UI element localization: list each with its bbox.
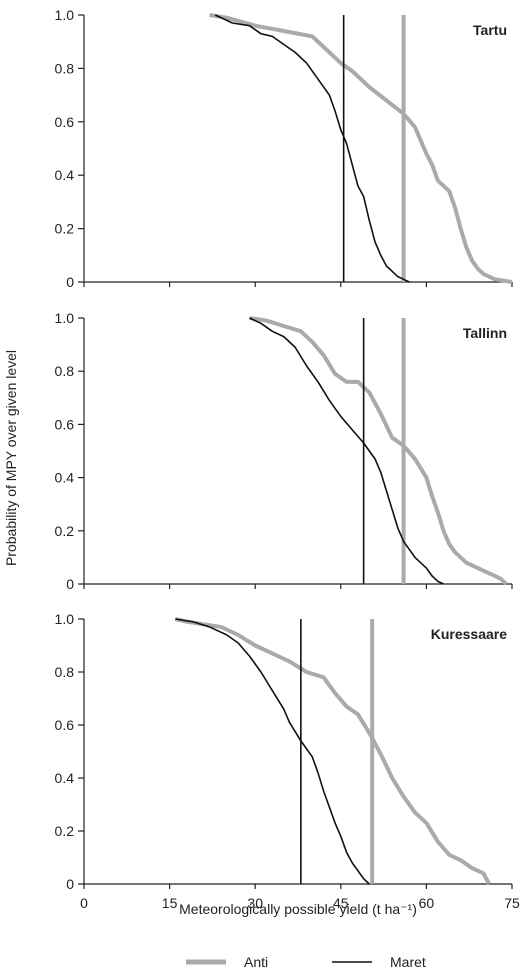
y-tick-label: 0.2 xyxy=(55,523,75,539)
legend-label-maret: Maret xyxy=(390,954,426,970)
x-tick-label: 45 xyxy=(333,895,349,911)
y-tick-label: 0.4 xyxy=(55,470,75,486)
y-tick-label: 0.8 xyxy=(55,60,75,76)
plot-area: 0 0.2 0.4 0.6 0.8 1.0 Tartu 0 0.2 0.4 0.6 0.8 1.0 Tal… xyxy=(55,7,520,911)
y-tick-label: 0.6 xyxy=(55,717,75,733)
y-tick-label: 0 xyxy=(66,576,74,592)
x-tick-label: 75 xyxy=(504,895,520,911)
x-tick-label: 30 xyxy=(247,895,263,911)
panel-title: Tartu xyxy=(473,22,507,38)
x-tick-label: 0 xyxy=(80,895,88,911)
y-tick-label: 0.4 xyxy=(55,770,75,786)
y-tick-label: 1.0 xyxy=(55,310,75,326)
legend: Anti Maret xyxy=(186,954,426,970)
y-tick-label: 1.0 xyxy=(55,611,75,627)
panel-kuressaare: 0 0.2 0.4 0.6 0.8 1.0 0 15 30 45 60 75 Kuressaare xyxy=(55,611,520,911)
y-tick-label: 0.8 xyxy=(55,664,75,680)
y-tick-label: 0.2 xyxy=(55,221,75,237)
panel-title: Tallinn xyxy=(463,325,507,341)
legend-label-anti: Anti xyxy=(244,954,268,970)
y-tick-label: 0.6 xyxy=(55,114,75,130)
series-line-anti xyxy=(209,13,513,284)
y-tick-label: 0.8 xyxy=(55,363,75,379)
y-tick-label: 0 xyxy=(66,274,74,290)
panel-title: Kuressaare xyxy=(431,626,507,642)
series-line-anti xyxy=(249,316,508,586)
y-tick-label: 0.4 xyxy=(55,167,75,183)
panel-tartu: 0 0.2 0.4 0.6 0.8 1.0 Tartu xyxy=(55,7,513,290)
y-tick-label: 0.6 xyxy=(55,416,75,432)
y-tick-label: 0.2 xyxy=(55,823,75,839)
y-axis-title: Probability of MPY over given level xyxy=(3,350,19,566)
panel-tallinn: 0 0.2 0.4 0.6 0.8 1.0 Tallinn xyxy=(55,310,513,592)
x-tick-label: 60 xyxy=(419,895,435,911)
series-line-maret xyxy=(175,618,370,885)
series-line-anti xyxy=(174,617,491,885)
x-axis-title: Meteorologically possible yield (t ha⁻¹) xyxy=(179,901,417,917)
x-tick-label: 15 xyxy=(162,895,178,911)
series-line-maret xyxy=(214,14,410,283)
series-line-maret xyxy=(249,317,444,585)
y-tick-label: 0 xyxy=(66,876,74,892)
y-tick-label: 1.0 xyxy=(55,7,75,23)
